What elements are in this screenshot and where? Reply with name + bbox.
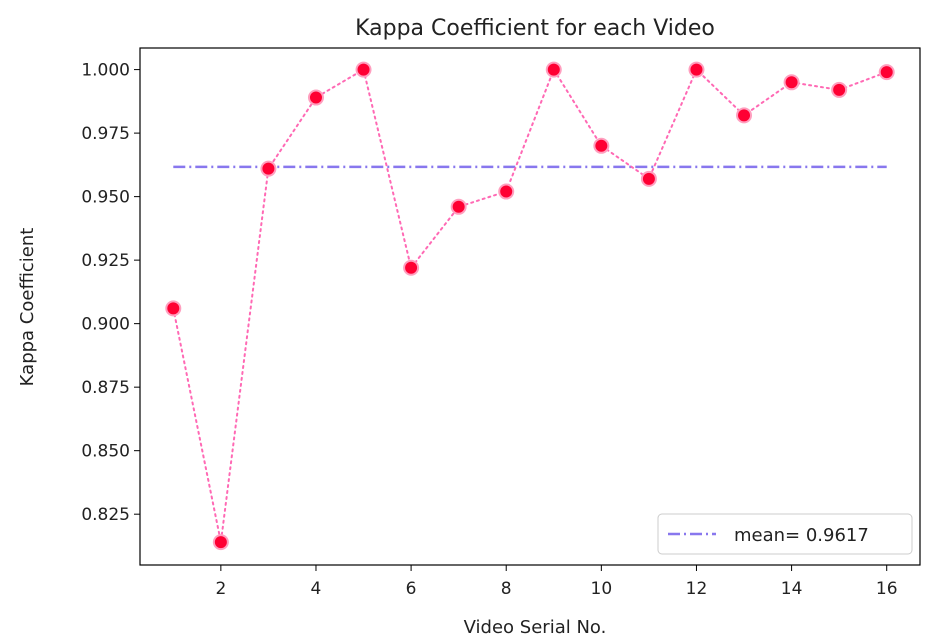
data-point (688, 61, 705, 78)
data-point (165, 300, 182, 317)
x-tick-label: 14 (781, 579, 803, 599)
series-line (172, 67, 888, 543)
y-tick-label: 0.950 (81, 188, 130, 208)
legend-box (657, 513, 913, 555)
chart-title: Kappa Coefficient for each Video (355, 16, 715, 41)
y-tick-label: 0.975 (81, 124, 130, 144)
data-point (260, 160, 277, 177)
x-tick-label: 16 (876, 579, 898, 599)
y-tick-label: 0.875 (81, 378, 130, 398)
y-tick-label: 1.000 (81, 61, 130, 81)
x-tick-label: 8 (501, 579, 512, 599)
data-point (545, 61, 562, 78)
x-axis-label: Video Serial No. (464, 617, 607, 638)
plot-area (139, 47, 921, 566)
x-axis: 2 4 6 8 10 12 14 16 (215, 565, 898, 599)
data-point (783, 74, 800, 91)
y-axis-label: Kappa Coefficient (17, 228, 38, 387)
data-point (498, 183, 515, 200)
y-axis: 0.825 0.850 0.875 0.900 0.925 0.950 0.975 1.000 (81, 61, 140, 525)
x-tick-label: 12 (686, 579, 708, 599)
series-group (165, 61, 895, 551)
data-point (450, 198, 467, 215)
data-point (212, 534, 229, 551)
data-point (307, 89, 324, 106)
y-tick-label: 0.850 (81, 442, 130, 462)
x-tick-label: 6 (406, 579, 417, 599)
data-point (736, 107, 753, 124)
data-point (831, 81, 848, 98)
data-point (878, 64, 895, 81)
x-tick-label: 10 (591, 579, 613, 599)
y-tick-label: 0.825 (81, 505, 130, 525)
data-point (355, 61, 372, 78)
x-tick-label: 4 (311, 579, 322, 599)
legend: mean= 0.9617 (657, 513, 913, 555)
data-point (593, 137, 610, 154)
legend-mean-label: mean= 0.9617 (734, 525, 869, 546)
data-point (403, 259, 420, 276)
y-tick-label: 0.925 (81, 251, 130, 271)
data-point (640, 170, 657, 187)
y-tick-label: 0.900 (81, 315, 130, 335)
x-tick-label: 2 (215, 579, 226, 599)
